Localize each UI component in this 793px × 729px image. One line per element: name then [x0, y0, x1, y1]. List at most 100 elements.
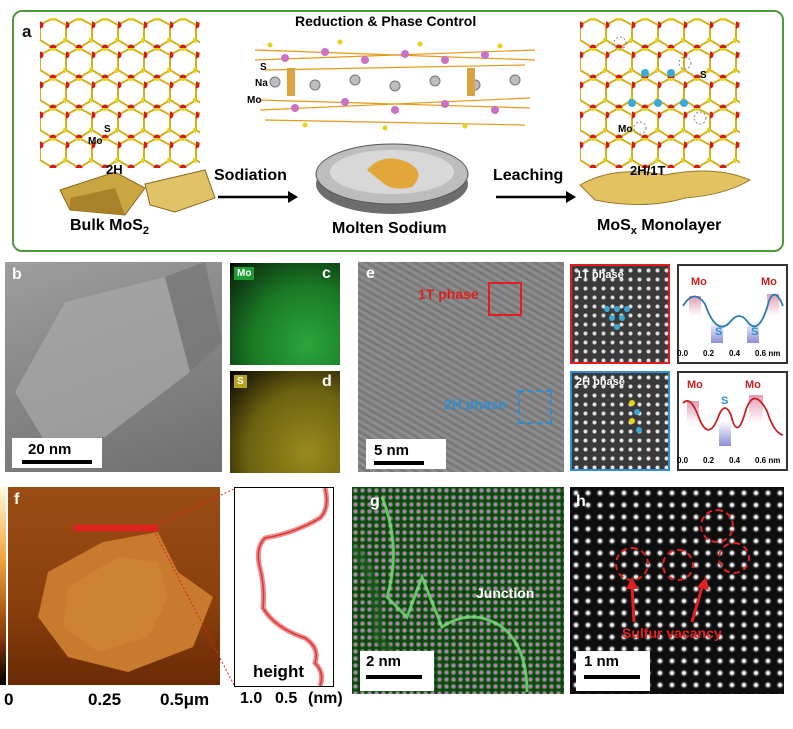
profile1-s-left: S	[715, 326, 723, 338]
inset-2h-overlay	[629, 400, 642, 433]
afm-colorbar	[0, 487, 6, 685]
vacancy-circle-1	[615, 547, 649, 581]
height-tick-0: 1.0	[240, 690, 263, 707]
profile1-tick-1: 0.2	[703, 349, 715, 358]
panel-b-scalebar: 20 nm	[12, 438, 102, 468]
right-caption-text: MoS	[597, 217, 631, 234]
panel-h-scale-line	[584, 675, 640, 679]
bulk-lattice	[40, 18, 200, 168]
vacancy-circle-2	[662, 549, 694, 581]
profile2-tick-1: 0.2	[703, 456, 715, 465]
panel-c-image: Mo c	[230, 263, 340, 365]
panel-g-label: g	[370, 493, 380, 510]
panel-h-image: h Sulfur vacancy 1 nm	[570, 487, 784, 694]
panel-d-label: d	[322, 373, 332, 390]
profile2-mo-left: Mo	[687, 379, 703, 391]
box-1t-text: 1T phase	[418, 286, 479, 302]
inset-2h: 2H phase	[570, 371, 670, 471]
vacancy-arrows-icon	[626, 577, 709, 623]
afm-tick-2: 0.5μm	[160, 690, 210, 709]
vacancy-circle-4	[718, 542, 750, 574]
right-atom-mo: Mo	[618, 124, 633, 135]
panel-g-scale-line	[366, 675, 422, 679]
arrow-leaching-icon	[496, 191, 576, 203]
profile-2h: Mo Mo S 0.0 0.2 0.4 0.6 nm	[677, 371, 788, 471]
right-atom-s: S	[700, 70, 707, 81]
inset-2h-title: 2H phase	[576, 376, 625, 388]
panel-f-image: f	[8, 487, 220, 685]
arrow-sodiation-icon	[218, 191, 298, 203]
profile1-tick-3: 0.6 nm	[755, 349, 781, 358]
afm-tick-0: 0	[4, 690, 14, 709]
mid-atom-mo: Mo	[247, 95, 262, 106]
profile1-mo-right: Mo	[761, 276, 777, 288]
panel-d-element: S	[234, 375, 247, 388]
left-phase-label: 2H	[106, 162, 123, 177]
mid-atom-s: S	[260, 62, 267, 73]
inset-1t: 1T phase	[570, 264, 670, 364]
afm-tick-1: 0.25	[88, 690, 122, 709]
height-profile: height	[234, 487, 334, 687]
middle-caption: Molten Sodium	[332, 220, 447, 237]
profile1-tick-0: 0.0	[677, 349, 689, 358]
panel-c-element: Mo	[234, 267, 255, 280]
right-caption-sub: x	[630, 225, 637, 238]
left-caption: Bulk MoS2	[70, 217, 149, 237]
profile1-s-right: S	[751, 326, 759, 338]
panel-a	[12, 10, 784, 252]
profile1-mo-left: Mo	[691, 276, 707, 288]
box-2h	[518, 390, 552, 424]
left-caption-text: Bulk MoS	[70, 217, 143, 234]
panel-g-image: g Junction 2 nm	[352, 487, 564, 694]
panel-b-scale-text: 20 nm	[28, 441, 72, 458]
panel-a-title: Reduction & Phase Control	[295, 13, 477, 29]
inset-1t-overlay	[604, 306, 630, 330]
panel-f-label: f	[14, 491, 20, 508]
panel-e-scalebar: 5 nm	[366, 439, 446, 469]
panel-g-scale-text: 2 nm	[366, 653, 402, 670]
atom-label-s: S	[104, 124, 111, 135]
panel-d-image: S d	[230, 371, 340, 473]
profile1-tick-2: 0.4	[729, 349, 741, 358]
intercalation-structure	[254, 39, 536, 131]
inset-1t-title: 1T phase	[576, 269, 624, 281]
step-sodiation: Sodiation	[214, 167, 287, 184]
atom-label-mo: Mo	[88, 136, 103, 147]
step-leaching: Leaching	[493, 167, 564, 184]
panel-e-scale-line	[374, 461, 424, 465]
profile2-tick-2: 0.4	[729, 456, 741, 465]
panel-h-label: h	[576, 493, 586, 510]
profile2-tick-3: 0.6 nm	[755, 456, 781, 465]
profile2-mo-right: Mo	[745, 379, 761, 391]
profile2-s-center: S	[721, 395, 729, 407]
panel-g-scalebar: 2 nm	[360, 651, 434, 691]
panel-e-image: e 1T phase 2H phase 5 nm	[358, 262, 564, 472]
left-caption-sub: 2	[142, 225, 150, 238]
profile2-tick-0: 0.0	[677, 456, 689, 465]
junction-label: Junction	[476, 585, 535, 601]
panel-b-scale-line	[22, 460, 92, 464]
height-tick-2: (nm)	[308, 690, 343, 707]
profile-1t: Mo Mo S S 0.0 0.2 0.4 0.6 nm	[677, 264, 788, 364]
line-profile-marker	[73, 525, 158, 531]
panel-e-label: e	[366, 265, 375, 282]
right-caption: MoSx Monolayer	[597, 217, 721, 237]
height-tick-1: 0.5	[275, 690, 298, 707]
panel-h-scalebar: 1 nm	[576, 651, 650, 691]
panel-h-scale-text: 1 nm	[584, 653, 620, 670]
vacancy-circle-3	[700, 509, 734, 543]
right-caption-tail: Monolayer	[636, 217, 722, 234]
zoom-guide-lines	[151, 488, 235, 686]
box-1t	[488, 282, 522, 316]
panel-a-label: a	[22, 22, 32, 41]
right-phase-label: 2H/1T	[630, 163, 666, 178]
sulfur-vacancy-label: Sulfur vacancy	[622, 625, 722, 641]
panel-b-image: b 20 nm	[5, 262, 222, 472]
panel-b-label: b	[12, 266, 22, 283]
monolayer-lattice	[580, 18, 740, 168]
height-label: height	[253, 662, 304, 681]
panel-e-scale-text: 5 nm	[374, 442, 410, 459]
bulk-crystal-image	[59, 169, 216, 216]
box-2h-text: 2H phase	[444, 396, 507, 412]
monolayer-flake-image	[579, 170, 752, 205]
